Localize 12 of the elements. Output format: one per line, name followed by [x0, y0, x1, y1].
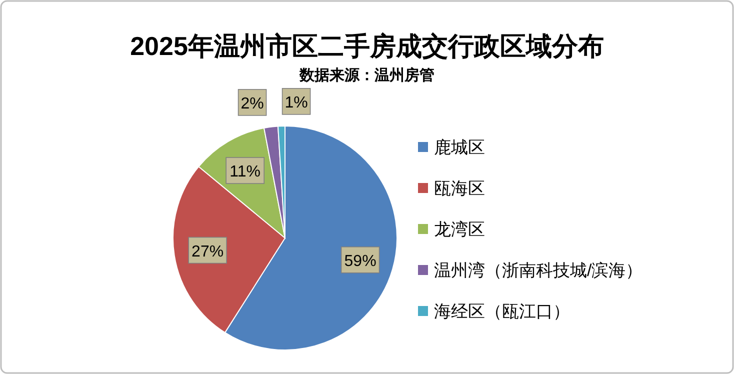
chart-title: 2025年温州市区二手房成交行政区域分布	[130, 31, 604, 61]
legend-label: 温州湾（浙南科技城/滨海）	[434, 261, 643, 280]
data-label: 59%	[344, 252, 376, 270]
legend-label: 龙湾区	[434, 220, 485, 239]
legend-label: 瓯海区	[434, 179, 485, 198]
chart-subtitle: 数据来源：温州房管	[298, 66, 434, 84]
data-label: 1%	[284, 94, 308, 112]
legend-label: 鹿城区	[434, 138, 485, 157]
legend-label: 海经区（瓯江口）	[434, 302, 570, 321]
data-label: 27%	[192, 243, 224, 260]
data-label: 11%	[230, 164, 261, 181]
data-label: 2%	[240, 95, 264, 112]
